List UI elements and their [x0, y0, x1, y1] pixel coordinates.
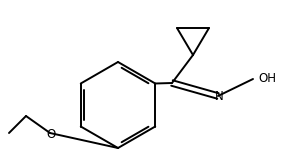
Text: N: N: [215, 91, 223, 104]
Text: OH: OH: [258, 72, 276, 86]
Text: O: O: [46, 127, 56, 140]
